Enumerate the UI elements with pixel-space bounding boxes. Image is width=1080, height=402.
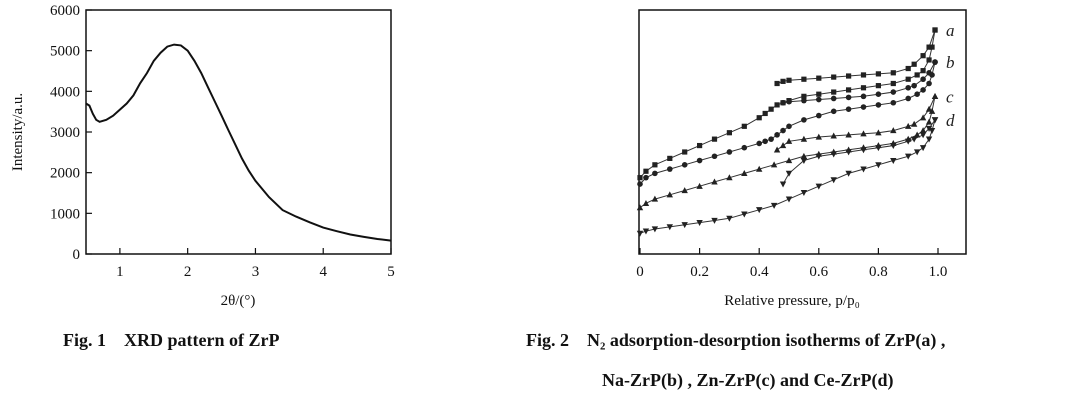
xrd-series-line: [85, 43, 392, 242]
xrd-plot-frame: [85, 9, 392, 255]
fig1-caption: Fig. 1 XRD pattern of ZrP: [63, 330, 279, 351]
fig2-caption: Fig. 2 N₂ adsorption-desorption isotherms…: [526, 330, 945, 351]
xrd-y-axis-label: Intensity/a.u.: [10, 93, 26, 171]
xrd-y-tick-label: 3000: [50, 125, 80, 141]
xrd-y-tick-label: 5000: [50, 44, 80, 60]
xrd-axis-ticks: 1 2 3 4 5 0 1000 2000 3000 4000 5000 6000: [50, 3, 395, 280]
fig2-caption-number: Fig. 2: [526, 330, 569, 350]
xrd-y-tick-label: 1000: [50, 206, 80, 222]
xrd-y-tick-label: 0: [73, 247, 81, 263]
xrd-x-tick-label: 5: [387, 264, 395, 280]
xrd-x-tick-label: 2: [184, 264, 192, 280]
xrd-x-axis-label: 2θ/(°): [221, 293, 256, 309]
fig1-caption-number: Fig. 1: [63, 330, 106, 350]
xrd-y-tick-label: 6000: [50, 3, 80, 19]
fig1-caption-text: XRD pattern of ZrP: [124, 330, 280, 350]
xrd-y-tick-label: 4000: [50, 84, 80, 100]
xrd-x-tick-label: 4: [319, 264, 327, 280]
fig2-caption-line2: Na-ZrP(b) , Zn-ZrP(c) and Ce-ZrP(d): [602, 370, 894, 390]
fig2-caption-line1: N₂ adsorption-desorption isotherms of Zr…: [587, 330, 946, 350]
xrd-x-tick-label: 3: [252, 264, 260, 280]
xrd-y-tick-label: 2000: [50, 166, 80, 182]
xrd-x-tick-label: 1: [116, 264, 124, 280]
